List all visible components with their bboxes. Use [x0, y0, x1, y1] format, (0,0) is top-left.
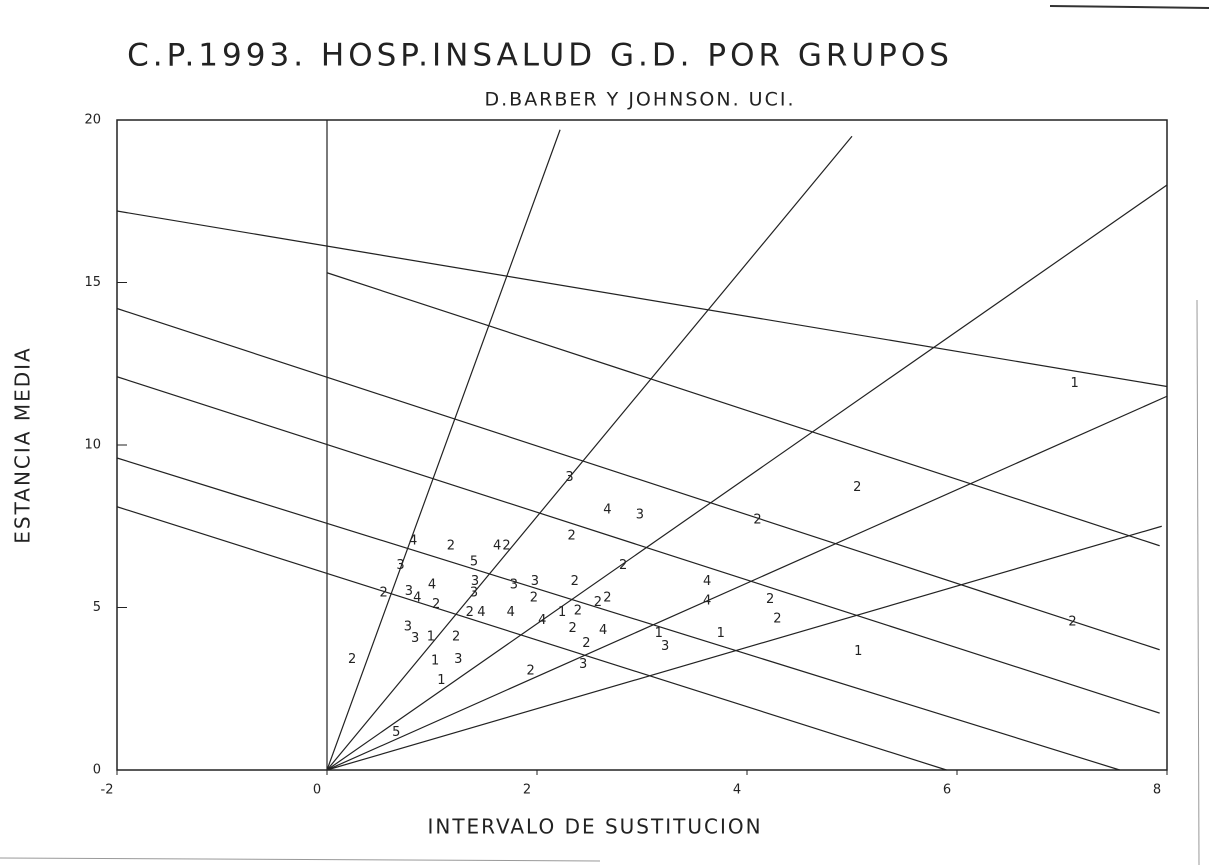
- reference-line: [116, 457, 1120, 771]
- data-point: 1: [558, 605, 566, 620]
- data-point: 1: [655, 626, 663, 641]
- data-point: 2: [574, 603, 582, 618]
- data-point: 1: [431, 654, 439, 669]
- data-point: 4: [538, 613, 546, 628]
- y-tick-label: 20: [84, 113, 101, 128]
- y-tick-label: 10: [84, 438, 101, 453]
- data-point: 3: [454, 652, 462, 667]
- data-point: 4: [599, 623, 607, 638]
- x-axis-label: INTERVALO DE SUSTITUCION: [427, 815, 762, 839]
- data-point: 3: [510, 577, 518, 592]
- data-point: 3: [404, 620, 412, 635]
- y-axis-label: ESTANCIA MEDIA: [11, 346, 35, 543]
- scan-edge: [1049, 5, 1209, 9]
- data-point: 2: [853, 480, 861, 495]
- data-point: 4: [703, 594, 711, 609]
- scan-edge: [1196, 299, 1200, 865]
- data-point: 2: [571, 574, 579, 589]
- data-point: 2: [530, 590, 538, 605]
- data-point: 3: [470, 585, 478, 600]
- data-point: 2: [773, 611, 781, 626]
- y-tick-label: 15: [84, 275, 101, 290]
- chart-subtitle: D.BARBER Y JOHNSON. UCI.: [484, 89, 795, 111]
- data-point: 4: [409, 533, 417, 548]
- reference-line: [116, 210, 1168, 388]
- data-point: 3: [531, 574, 539, 589]
- x-tick-label: 4: [733, 783, 741, 798]
- data-point: 3: [636, 507, 644, 522]
- data-point: 2: [619, 558, 627, 573]
- x-tick-label: -2: [101, 783, 114, 798]
- data-point: 2: [432, 597, 440, 612]
- reference-line: [326, 129, 561, 771]
- data-point: 4: [603, 503, 611, 518]
- data-point: 3: [579, 657, 587, 672]
- chart-title: C.P.1993. HOSP.INSALUD G.D. POR GRUPOS: [127, 38, 953, 74]
- data-point: 2: [348, 652, 356, 667]
- reference-line: [116, 307, 1160, 651]
- data-point: 3: [471, 574, 479, 589]
- x-tick-label: 2: [523, 783, 531, 798]
- data-point: 4: [703, 574, 711, 589]
- data-point: 2: [452, 629, 460, 644]
- data-point: 1: [1070, 376, 1078, 391]
- reference-line: [326, 395, 1168, 771]
- data-point: 2: [582, 636, 590, 651]
- data-point: 2: [568, 529, 576, 544]
- data-point: 2: [447, 538, 455, 553]
- x-tick-label: 8: [1153, 783, 1161, 798]
- data-point: 2: [466, 605, 474, 620]
- data-point: 2: [603, 590, 611, 605]
- x-tick-label: 6: [943, 783, 951, 798]
- scan-edge: [0, 857, 601, 862]
- data-point: 1: [427, 629, 435, 644]
- data-point: 4: [413, 590, 421, 605]
- data-point: 2: [753, 512, 761, 527]
- reference-line: [326, 272, 1160, 547]
- data-point: 4: [507, 605, 515, 620]
- data-point: 1: [854, 644, 862, 659]
- reference-line: [116, 506, 947, 771]
- reference-line: [116, 376, 1160, 714]
- data-point: 2: [502, 538, 510, 553]
- data-point: 3: [396, 558, 404, 573]
- y-tick-label: 5: [93, 600, 101, 615]
- data-point: 5: [392, 725, 400, 740]
- y-tick-label: 0: [93, 763, 101, 778]
- data-point: 2: [1068, 615, 1076, 630]
- data-point: 4: [493, 538, 501, 553]
- reference-line: [326, 525, 1162, 771]
- data-point: 3: [565, 470, 573, 485]
- data-point: 2: [594, 595, 602, 610]
- reference-line: [326, 135, 853, 771]
- x-tick-label: 0: [313, 783, 321, 798]
- reference-line: [326, 184, 1168, 771]
- data-point: 3: [405, 584, 413, 599]
- data-point: 1: [437, 673, 445, 688]
- data-point: 5: [470, 555, 478, 570]
- data-point: 4: [428, 577, 436, 592]
- data-point: 3: [411, 631, 419, 646]
- data-point: 3: [661, 639, 669, 654]
- data-point: 4: [477, 605, 485, 620]
- data-point: 2: [380, 585, 388, 600]
- plot-frame: [116, 119, 1168, 771]
- data-point: 2: [527, 663, 535, 678]
- data-point: 1: [717, 626, 725, 641]
- data-point: 2: [766, 592, 774, 607]
- data-point: 2: [569, 621, 577, 636]
